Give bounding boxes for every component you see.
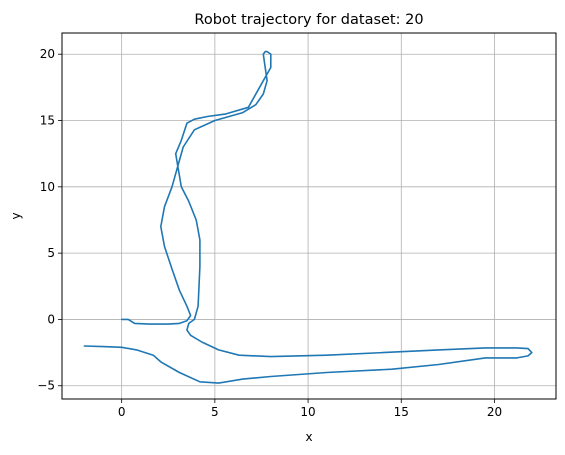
y-tick-label: 10 xyxy=(40,180,55,194)
x-tick-label: 5 xyxy=(211,405,219,419)
x-tick-label: 10 xyxy=(300,405,315,419)
y-tick-label: −5 xyxy=(37,379,55,393)
x-tick-label: 15 xyxy=(394,405,409,419)
y-tick-label: 20 xyxy=(40,47,55,61)
y-axis-label: y xyxy=(9,212,23,219)
y-tick-label: 15 xyxy=(40,114,55,128)
grid xyxy=(62,33,556,399)
trajectory-line xyxy=(83,50,533,384)
plot-area xyxy=(83,50,533,384)
axes-frame xyxy=(61,32,557,400)
x-tick-label: 20 xyxy=(487,405,502,419)
x-axis-label: x xyxy=(305,430,312,444)
ticks: 0 5 10 15 20 −5 0 5 10 15 20 xyxy=(37,47,502,419)
chart-title: Robot trajectory for dataset: 20 xyxy=(194,12,423,28)
y-tick-label: 0 xyxy=(47,312,55,326)
x-tick-label: 0 xyxy=(118,405,126,419)
y-tick-label: 5 xyxy=(47,246,55,260)
